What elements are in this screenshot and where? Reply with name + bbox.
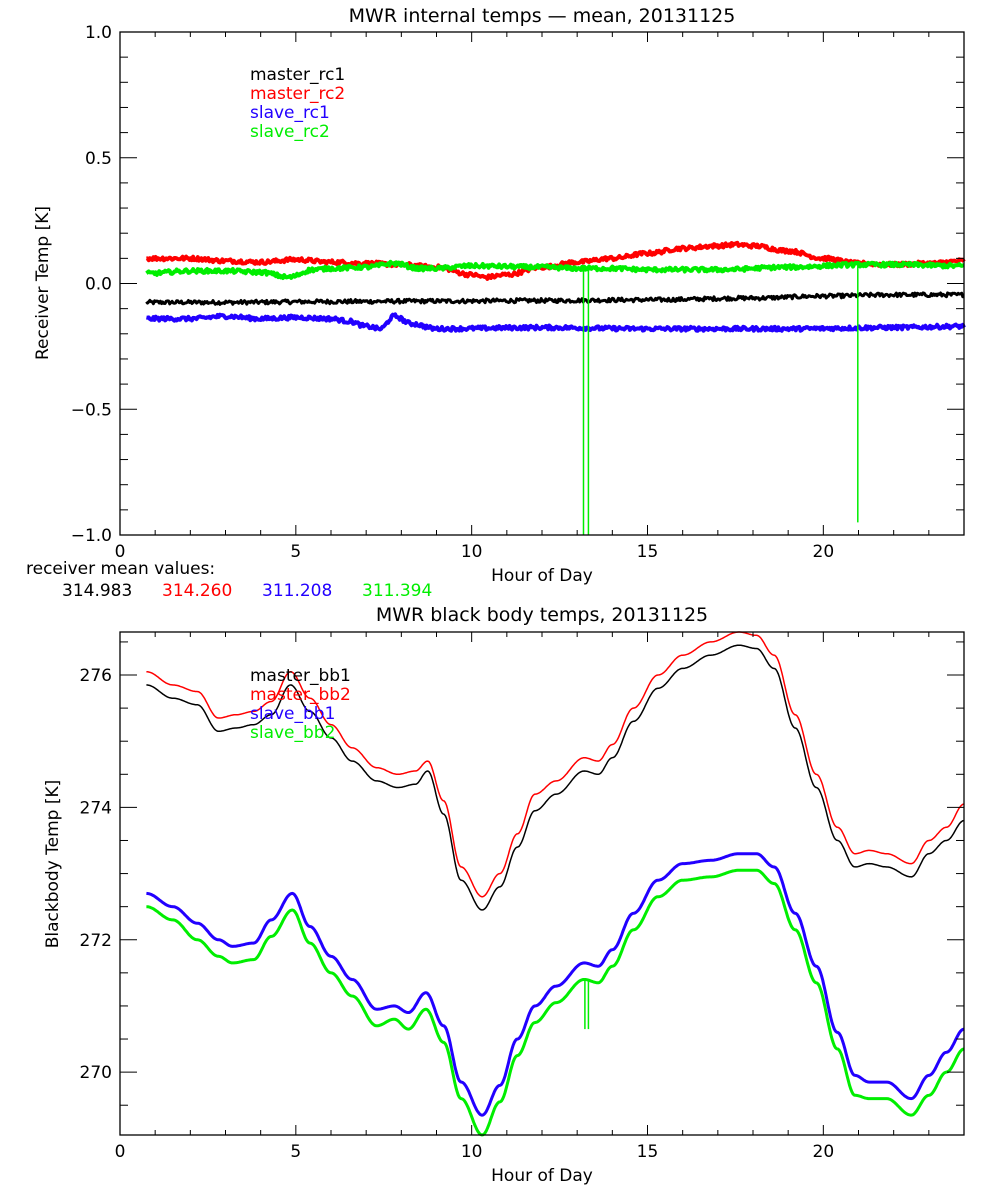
- legend-entry: master_bb2: [250, 685, 351, 705]
- legend-entry: master_rc2: [250, 84, 345, 104]
- axis-ticks: 0 5 10 15 20 270 272 274 276: [80, 632, 965, 1162]
- receiver-temp-chart: MWR internal temps — mean, 20131125 0 5 10…: [26, 5, 966, 601]
- x-tick-label: 10: [461, 542, 483, 562]
- axis-ticks: 0 5 10 15 20 −1.0 −0.5 0.0 0.5 1.0: [71, 23, 965, 562]
- y-tick-label: 276: [80, 666, 112, 686]
- annotation-value: 314.983: [62, 581, 132, 601]
- x-tick-label: 0: [115, 542, 126, 562]
- axes-frame: [119, 631, 965, 1136]
- legend: master_rc1 master_rc2 slave_rc1 slave_rc…: [250, 65, 345, 142]
- legend-entry: master_rc1: [250, 65, 345, 85]
- blackbody-temp-chart: MWR black body temps, 20131125 0 5 10 15 20 2…: [43, 604, 965, 1186]
- legend-entry: master_bb1: [250, 666, 351, 686]
- plot-area: [145, 240, 966, 535]
- x-tick-label: 0: [115, 1142, 126, 1162]
- axes-frame: [119, 31, 965, 536]
- chart-title: MWR black body temps, 20131125: [376, 604, 708, 626]
- series-line-master_bb1: [146, 644, 965, 911]
- legend-entry: slave_rc2: [250, 122, 330, 142]
- x-tick-label: 10: [461, 1142, 483, 1162]
- plot-area: [146, 631, 965, 1137]
- y-axis-label: Receiver Temp [K]: [33, 206, 53, 360]
- y-tick-label: 270: [80, 1063, 112, 1083]
- y-tick-label: −1.0: [71, 526, 112, 546]
- y-tick-label: 274: [80, 798, 112, 818]
- x-tick-label: 5: [290, 1142, 301, 1162]
- legend-entry: slave_bb1: [250, 704, 335, 724]
- y-tick-label: 0.0: [85, 275, 112, 295]
- y-tick-label: 1.0: [85, 23, 112, 43]
- x-tick-label: 15: [637, 542, 659, 562]
- x-tick-label: 5: [290, 542, 301, 562]
- chart-title: MWR internal temps — mean, 20131125: [349, 5, 736, 27]
- series-line-slave_bb1: [146, 852, 965, 1117]
- annotation-value: 314.260: [162, 581, 232, 601]
- series-line-master_rc1: [145, 291, 965, 306]
- legend: master_bb1 master_bb2 slave_bb1 slave_bb…: [250, 666, 351, 743]
- x-tick-label: 15: [637, 1142, 659, 1162]
- y-tick-label: 272: [80, 931, 112, 951]
- y-tick-label: 0.5: [85, 149, 112, 169]
- series-line-slave_rc2: [145, 259, 965, 280]
- x-tick-label: 20: [813, 1142, 835, 1162]
- y-axis-label: Blackbody Temp [K]: [43, 780, 63, 949]
- x-axis-label: Hour of Day: [491, 566, 593, 586]
- y-tick-label: −0.5: [71, 400, 112, 420]
- series-line-slave_bb2: [146, 868, 965, 1137]
- annotation-label: receiver mean values:: [26, 559, 215, 579]
- annotation-value: 311.208: [262, 581, 332, 601]
- legend-entry: slave_bb2: [250, 723, 335, 743]
- series-line-slave_rc1: [145, 312, 966, 333]
- x-tick-label: 20: [813, 542, 835, 562]
- annotation-value: 311.394: [362, 581, 432, 601]
- legend-entry: slave_rc1: [250, 103, 330, 123]
- x-axis-label: Hour of Day: [491, 1166, 593, 1186]
- series-line-master_bb2: [146, 631, 965, 898]
